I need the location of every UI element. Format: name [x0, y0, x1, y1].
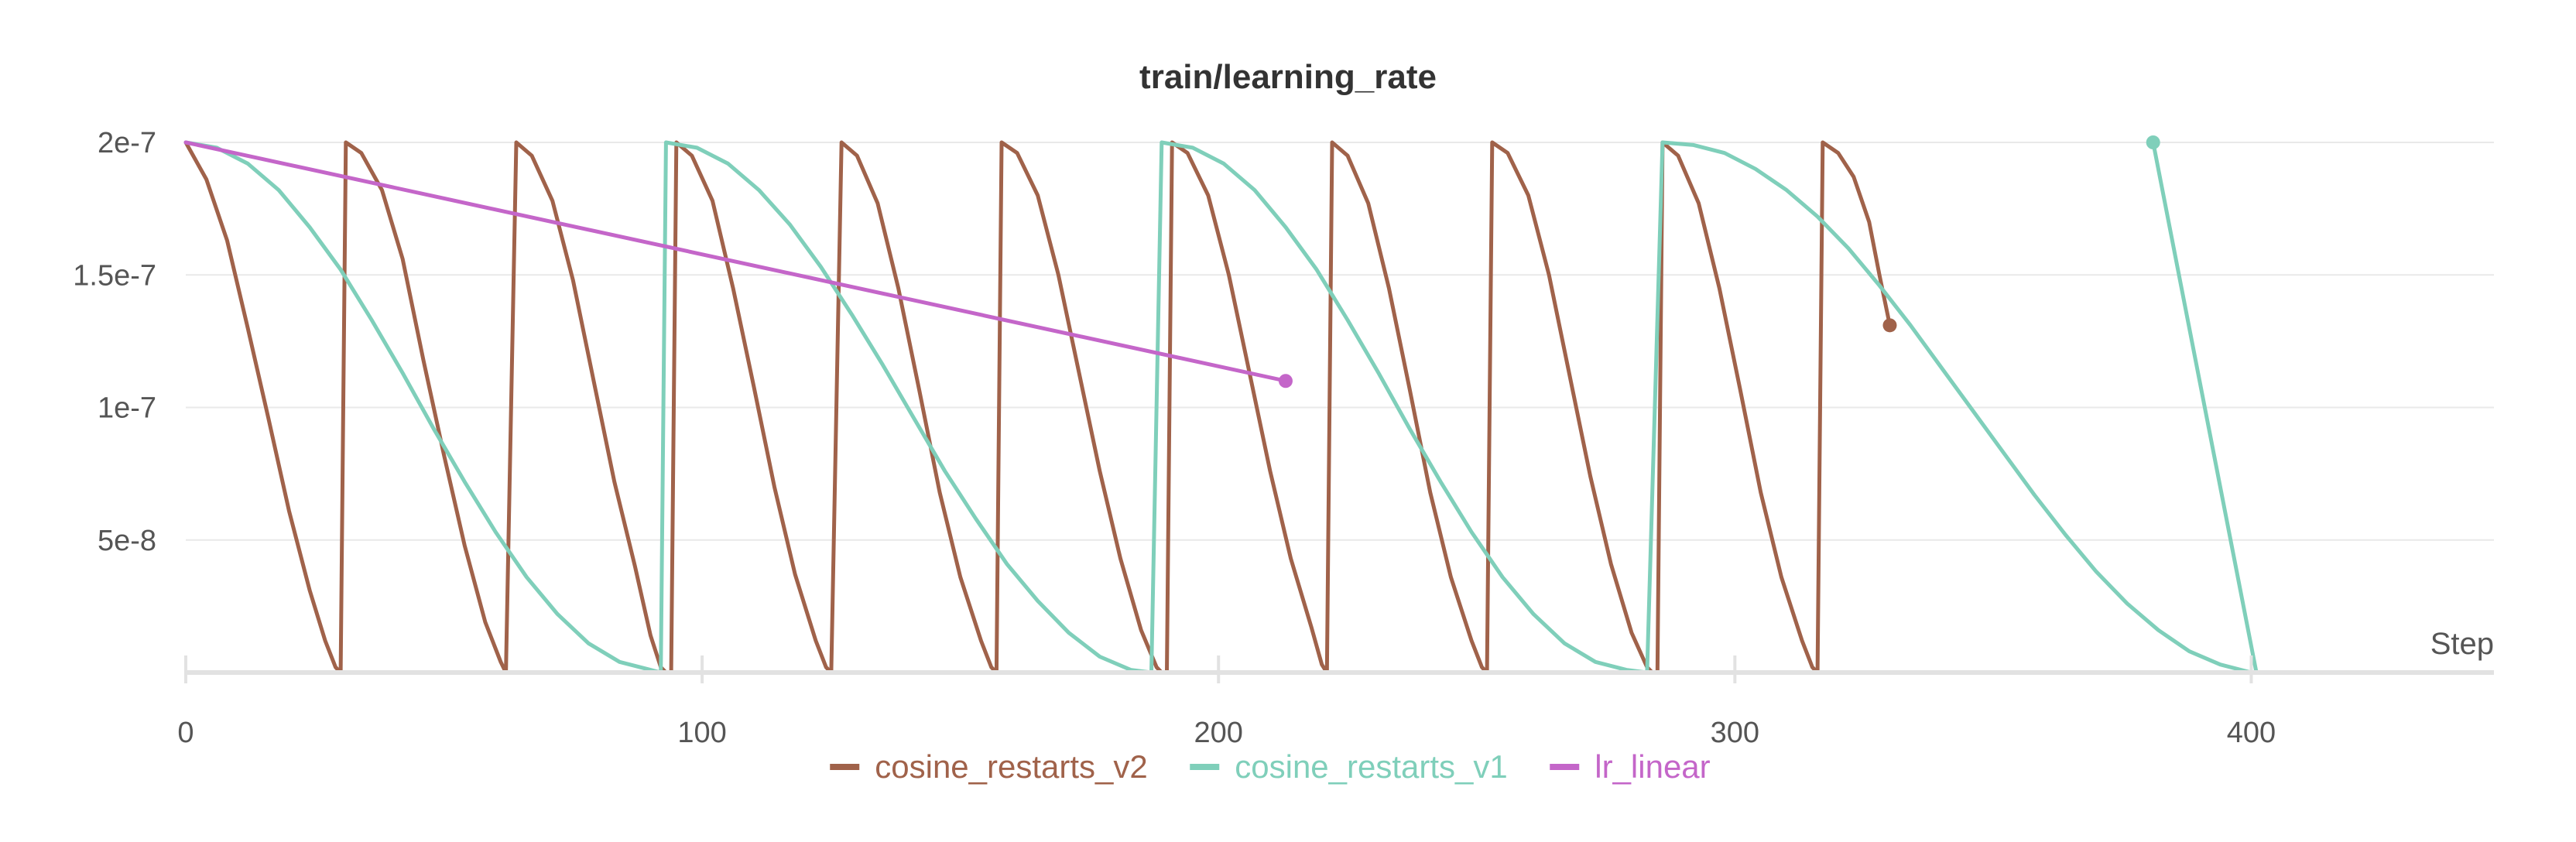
legend[interactable]: cosine_restarts_v2 cosine_restarts_v1 lr_l… [830, 748, 1711, 785]
legend-label: lr_linear [1595, 748, 1710, 785]
legend-item-lr_linear[interactable]: lr_linear [1550, 748, 1711, 785]
y-tick-label: 1e-7 [98, 392, 156, 425]
y-tick-label: 1.5e-7 [73, 259, 156, 292]
y-tick-label: 2e-7 [98, 127, 156, 159]
axis-layer: 5e-8 1e-7 1.5e-7 2e-7 0 100 200 300 400 [73, 127, 2494, 749]
legend-item-cosine_restarts_v1[interactable]: cosine_restarts_v1 [1190, 748, 1508, 785]
x-axis-label: Step [2430, 627, 2494, 661]
x-tick-label: 200 [1194, 717, 1243, 749]
series-layer [183, 135, 2259, 675]
series-end-point-lr_linear [1278, 374, 1293, 388]
x-tick-label: 300 [1711, 717, 1759, 749]
x-tick-label: 100 [677, 717, 726, 749]
series-end-point-cosine_restarts_v1 [2146, 135, 2160, 149]
series-end-point-cosine_restarts_v2 [1882, 318, 1897, 333]
legend-label: cosine_restarts_v2 [875, 748, 1148, 785]
legend-label: cosine_restarts_v1 [1235, 748, 1508, 785]
series-line-lr_linear [183, 140, 1288, 383]
x-tick-label: 0 [177, 717, 194, 749]
series-line-cosine_restarts_v1 [183, 140, 2259, 675]
y-tick-label: 5e-8 [98, 525, 156, 557]
legend-item-cosine_restarts_v2[interactable]: cosine_restarts_v2 [830, 748, 1148, 785]
grid-layer [186, 142, 2494, 541]
x-tick-label: 400 [2227, 717, 2276, 749]
chart-title: train/learning_rate [1139, 58, 1437, 96]
